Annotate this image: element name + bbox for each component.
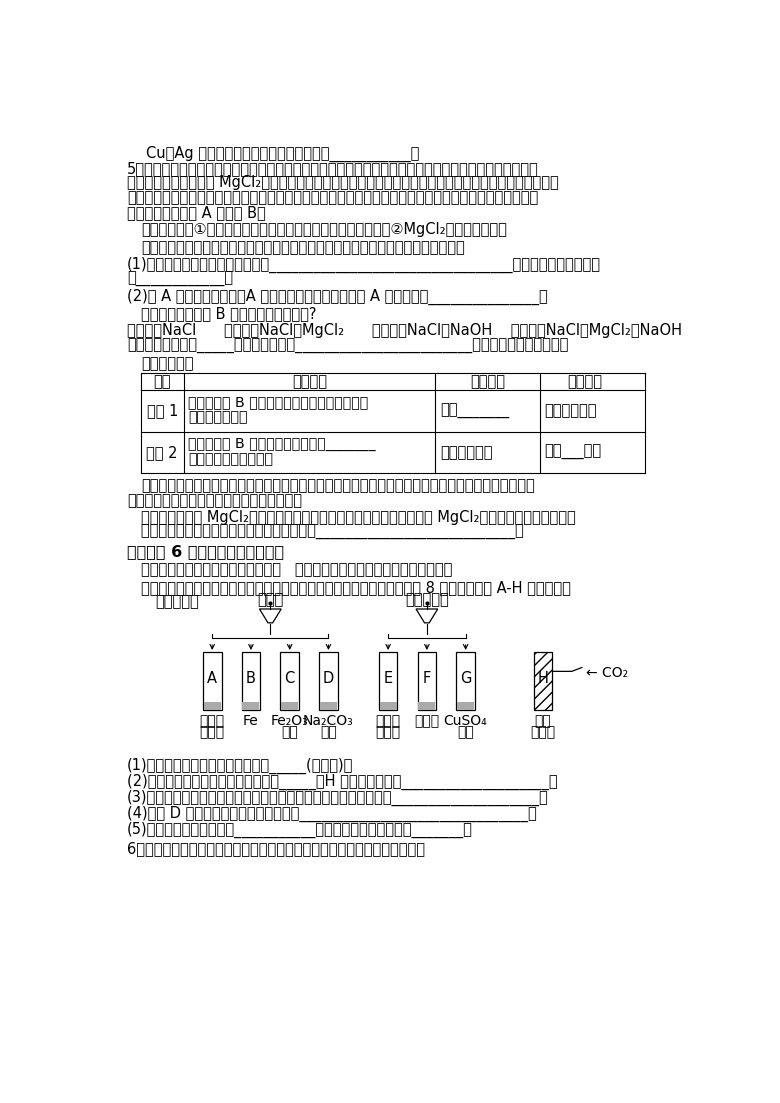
- Text: 小珠同学认为猜想_____不成立，理由是________________________（用化学方程式表示）。: 小珠同学认为猜想_____不成立，理由是____________________…: [127, 339, 569, 354]
- Bar: [320, 703, 337, 710]
- Text: 项目: 项目: [154, 374, 171, 389]
- Bar: [281, 703, 298, 710]
- Text: 金属钠比金属镁活泼。该反应的化学方程式是___________________________。: 金属钠比金属镁活泼。该反应的化学方程式是____________________…: [127, 525, 523, 540]
- Text: Na₂CO₃: Na₂CO₃: [303, 715, 354, 728]
- Text: 溶液: 溶液: [282, 726, 298, 739]
- Bar: [380, 703, 397, 710]
- Text: 取少量滤液 B 于试管中，滴加几滴无色酚酞，: 取少量滤液 B 于试管中，滴加几滴无色酚酞，: [188, 396, 368, 409]
- Text: 澄清: 澄清: [535, 715, 551, 728]
- Text: 【教材原型呈现】某化学实验小组欲探究盐酸、氢氧化钙的化学性质，取 8 支试管分别用 A-H 编号后，做: 【教材原型呈现】某化学实验小组欲探究盐酸、氢氧化钙的化学性质，取 8 支试管分别…: [141, 580, 571, 595]
- Bar: [243, 703, 260, 710]
- Text: E: E: [384, 671, 392, 686]
- Text: 实验 2: 实验 2: [147, 446, 178, 460]
- Text: 实验现象: 实验现象: [470, 374, 505, 389]
- Text: ← CO₂: ← CO₂: [586, 666, 628, 679]
- Text: (1)实验后观察到溶液变红的试管是_____(填字母)。: (1)实验后观察到溶液变红的试管是_____(填字母)。: [127, 758, 353, 774]
- Text: 猜想___成立: 猜想___成立: [544, 446, 602, 460]
- Text: D: D: [323, 671, 334, 686]
- Text: 振荡，观察现象: 振荡，观察现象: [188, 410, 248, 425]
- Text: B: B: [246, 671, 256, 686]
- Text: 是____________。: 是____________。: [127, 271, 233, 287]
- Text: (5)有盐和水生成的实验是___________，其中属于中和反应的是_______。: (5)有盐和水生成的实验是___________，其中属于中和反应的是_____…: [127, 822, 473, 838]
- Text: 猜想一：NaCl      猜想二：NaCl、MgCl₂      猜想三：NaCl、NaOH    猜想四：NaCl、MgCl₂、NaOH: 猜想一：NaCl 猜想二：NaCl、MgCl₂ 猜想三：NaCl、NaOH 猜想…: [127, 323, 682, 339]
- Bar: [417, 652, 436, 710]
- Text: (2)实验后观察到有气泡出现的试管是_____，H 试管中的现象是____________________。: (2)实验后观察到有气泡出现的试管是_____，H 试管中的现象是_______…: [127, 774, 558, 790]
- Text: G: G: [460, 671, 471, 686]
- Text: 6．化学兴趣小组的同学为了探究氢氧化钠的化学性质，做了如图所示实验。: 6．化学兴趣小组的同学为了探究氢氧化钠的化学性质，做了如图所示实验。: [127, 842, 425, 857]
- Text: Cu、Ag 三种金属活动性由弱到强的顺序为___________。: Cu、Ag 三种金属活动性由弱到强的顺序为___________。: [147, 147, 420, 162]
- Text: 溶液_______: 溶液_______: [440, 404, 509, 419]
- Bar: [242, 652, 261, 710]
- Text: 稀盐酸: 稀盐酸: [414, 715, 439, 728]
- Bar: [457, 703, 474, 710]
- Text: Fe₂O₃: Fe₂O₃: [271, 715, 309, 728]
- Text: 石灰水: 石灰水: [530, 726, 555, 739]
- Text: 【查阅资料】①金属钠能与水剧烈反应，生成氢氧化钠和氢气。②MgCl₂溶液呈弱酸性。: 【查阅资料】①金属钠能与水剧烈反应，生成氢氧化钠和氢气。②MgCl₂溶液呈弱酸性…: [141, 223, 507, 237]
- Bar: [280, 652, 299, 710]
- Text: 产生白色沉淀: 产生白色沉淀: [440, 446, 492, 460]
- Text: (4)写出 D 试管中发生反应的化学方程式_______________________________。: (4)写出 D 试管中发生反应的化学方程式___________________…: [127, 806, 537, 823]
- Text: 实验结论: 实验结论: [567, 374, 602, 389]
- Text: 酞溶液: 酞溶液: [375, 726, 401, 739]
- Text: 蕊溶液: 蕊溶液: [200, 726, 225, 739]
- Bar: [379, 652, 398, 710]
- Text: 溶液: 溶液: [457, 726, 474, 739]
- Text: 5．小珠同学学了金属活动性顺序以后，想用实验证明金属钠比镁活泼。在老师的指导下，她将绿豆大小的: 5．小珠同学学了金属活动性顺序以后，想用实验证明金属钠比镁活泼。在老师的指导下，…: [127, 161, 539, 175]
- Text: F: F: [423, 671, 431, 686]
- Text: 金属钠小心投入到盛有 MgCl₂溶液的小烧杯里，发现金属钠浮在液面四处游动发生剧烈反应，有气体产生，: 金属钠小心投入到盛有 MgCl₂溶液的小烧杯里，发现金属钠浮在液面四处游动发生剧…: [127, 175, 558, 191]
- Bar: [203, 652, 222, 710]
- Text: (2)把 A 加入过量稀盐酸，A 全部溶解，无气泡产生，则 A 的化学式是_______________。: (2)把 A 加入过量稀盐酸，A 全部溶解，无气泡产生，则 A 的化学式是___…: [127, 289, 548, 304]
- Text: 教材实验 6 探究酸、碱的化学性质: 教材实验 6 探究酸、碱的化学性质: [127, 544, 284, 559]
- Text: 溶液: 溶液: [320, 726, 337, 739]
- Text: (1)金属钠与水反应的化学方程式：_________________________________，该反应所属反应类型: (1)金属钠与水反应的化学方程式：_______________________…: [127, 257, 601, 274]
- Text: Fe: Fe: [243, 715, 259, 728]
- Text: C: C: [285, 671, 295, 686]
- Text: 反应的实验来证明金属钠的金属活动性顺序。: 反应的实验来证明金属钠的金属活动性顺序。: [127, 493, 302, 507]
- Text: 【实验探究】: 【实验探究】: [141, 356, 193, 372]
- Text: 紫色石: 紫色石: [200, 715, 225, 728]
- Text: 实验操作: 实验操作: [292, 374, 327, 389]
- Text: 【结论】金属钠不能将位于它后面的金属从该金属的盐溶液中置换出来，因此，不能用金属钠与盐溶液: 【结论】金属钠不能将位于它后面的金属从该金属的盐溶液中置换出来，因此，不能用金属…: [141, 478, 534, 493]
- Text: 【教材实验追溯】人教版九年级下册   探究酸的化学性质；探究碱的化学性质。: 【教材实验追溯】人教版九年级下册 探究酸的化学性质；探究碱的化学性质。: [141, 563, 452, 577]
- Text: 溶液，振荡，观察现象: 溶液，振荡，观察现象: [188, 452, 273, 465]
- Text: 稀盐酸: 稀盐酸: [257, 592, 283, 607]
- Bar: [456, 652, 475, 710]
- Text: 澄清石灰水: 澄清石灰水: [405, 592, 448, 607]
- Text: (3)实验后某试管中为黄色溶液，该试管中发生反应的化学方程式为____________________。: (3)实验后某试管中为黄色溶液，该试管中发生反应的化学方程式为_________…: [127, 790, 548, 806]
- Text: 同时有白色沉淀向溶液底部沉降。为了进一步探究的需要，小珠同学重复上述实验几次，将充分反应后的混: 同时有白色沉淀向溶液底部沉降。为了进一步探究的需要，小珠同学重复上述实验几次，将…: [127, 190, 538, 205]
- Text: 如下实验：: 如下实验：: [155, 595, 199, 609]
- Bar: [319, 652, 338, 710]
- Text: 【分析与思考】小珠同学根据所学知识和查阅资料完成了以下填空。请你完整填写。: 【分析与思考】小珠同学根据所学知识和查阅资料完成了以下填空。请你完整填写。: [141, 240, 465, 255]
- Text: 无色酚: 无色酚: [375, 715, 401, 728]
- Text: 【拓展】将钠与 MgCl₂固体隔绝空气高温加热到熔融状态时，钠可以从 MgCl₂中置换出镁，由此可判断: 【拓展】将钠与 MgCl₂固体隔绝空气高温加热到熔融状态时，钠可以从 MgCl₂…: [141, 511, 576, 525]
- Text: 合物过滤，得固体 A 和滤液 B。: 合物过滤，得固体 A 和滤液 B。: [127, 205, 266, 219]
- Text: 取少量滤液 B 于试管中，滴加适量_______: 取少量滤液 B 于试管中，滴加适量_______: [188, 437, 376, 451]
- Bar: [418, 703, 435, 710]
- Bar: [534, 652, 552, 710]
- Text: 实验 1: 实验 1: [147, 404, 178, 419]
- Text: H: H: [537, 671, 548, 686]
- Bar: [204, 703, 221, 710]
- Text: 【提出问题】滤液 B 中溶质的成分是什么?: 【提出问题】滤液 B 中溶质的成分是什么?: [141, 307, 317, 321]
- Text: CuSO₄: CuSO₄: [444, 715, 488, 728]
- Text: A: A: [207, 671, 217, 686]
- Text: 猜想三不成立: 猜想三不成立: [544, 404, 597, 419]
